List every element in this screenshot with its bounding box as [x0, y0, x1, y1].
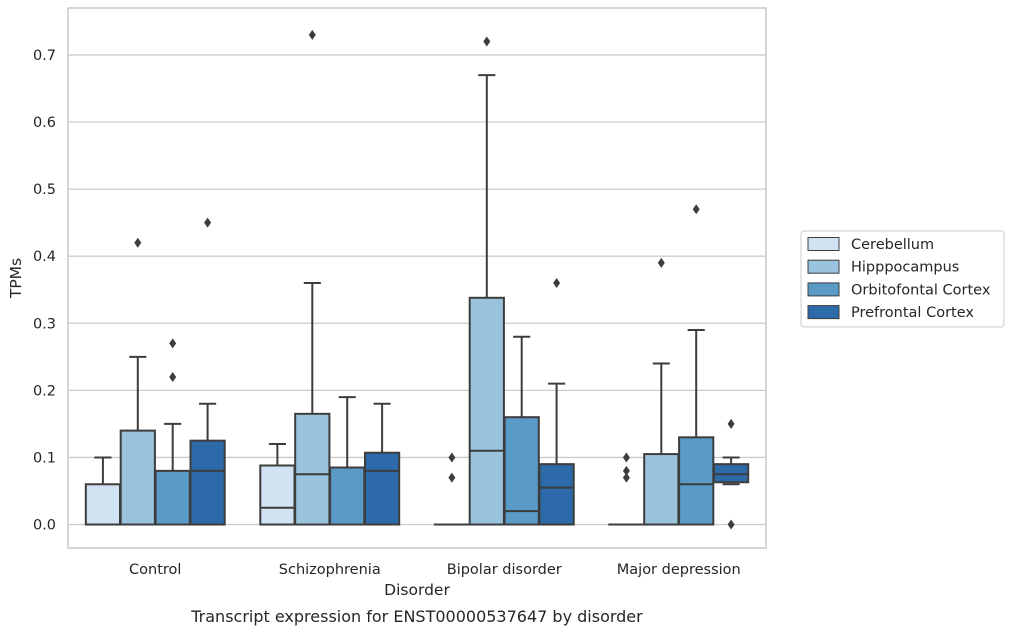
outlier-marker — [483, 36, 491, 47]
legend-swatch — [807, 237, 840, 251]
box — [503, 416, 540, 526]
y-tick-labels: 0.0 0.1 0.2 0.3 0.4 0.5 0.6 0.7 — [33, 48, 56, 534]
y-tick-label: 0.4 — [33, 249, 56, 265]
outlier-marker — [308, 29, 316, 40]
box — [259, 464, 296, 526]
box — [678, 436, 715, 526]
box — [119, 429, 156, 526]
plot-frame — [67, 7, 767, 549]
box — [154, 469, 191, 526]
x-tick-label: Major depression — [617, 562, 741, 578]
legend-label: Hipppocampus — [851, 260, 959, 276]
outlier-marker — [622, 472, 630, 483]
box — [363, 451, 401, 526]
box — [468, 296, 505, 526]
outlier-marker — [622, 465, 630, 476]
outlier-marker — [448, 472, 456, 483]
box — [294, 412, 331, 526]
legend-swatch — [807, 282, 840, 297]
box-group — [503, 335, 540, 526]
outlier-marker — [448, 452, 456, 463]
box — [189, 439, 226, 526]
box — [329, 466, 366, 526]
y-tick-label: 0.3 — [33, 316, 56, 332]
box-group — [643, 257, 680, 526]
box-group — [433, 452, 471, 526]
box-group — [154, 338, 191, 526]
legend-swatch — [807, 305, 840, 320]
x-tick-label: Schizophrenia — [279, 562, 381, 578]
box — [84, 483, 122, 526]
y-tick-label: 0.1 — [33, 450, 56, 466]
y-axis-title: TPMs — [7, 258, 25, 299]
box-group — [259, 443, 296, 526]
box-groups — [84, 29, 750, 530]
legend-frame — [800, 230, 1005, 328]
y-tick-label: 0.2 — [33, 383, 56, 399]
y-tick-label: 0.7 — [33, 48, 56, 64]
legend: Cerebellum Hipppocampus Orbitofontal Corte… — [800, 230, 1005, 328]
box-group — [329, 396, 366, 526]
box-group — [712, 418, 750, 530]
legend-label: Cerebellum — [851, 237, 934, 253]
box-group — [84, 456, 122, 526]
outlier-marker — [553, 278, 561, 289]
x-tick-labels: Control Schizophrenia Bipolar disorder Majo… — [129, 562, 741, 578]
outlier-marker — [204, 217, 212, 228]
outlier-marker — [657, 257, 665, 268]
box-group — [363, 402, 401, 526]
box-group — [468, 36, 505, 526]
x-tick-label: Bipolar disorder — [447, 562, 562, 578]
box-group — [189, 217, 226, 526]
box-group — [294, 29, 331, 526]
outlier-marker — [727, 519, 735, 530]
x-tick-label: Control — [129, 562, 181, 578]
figure-caption: Transcript expression for ENST0000053764… — [190, 607, 643, 626]
outlier-marker — [169, 338, 177, 349]
legend-label: Prefrontal Cortex — [851, 305, 974, 321]
legend-label: Orbitofontal Cortex — [851, 282, 991, 298]
box — [643, 453, 680, 526]
outlier-marker — [134, 237, 142, 248]
grid-lines — [68, 54, 766, 526]
y-tick-label: 0.6 — [33, 115, 56, 131]
x-axis-title: Disorder — [384, 581, 450, 599]
box-group — [678, 204, 715, 526]
y-tick-label: 0.0 — [33, 518, 56, 534]
box-group — [119, 237, 156, 526]
box-group — [538, 278, 575, 526]
legend-swatch — [807, 259, 840, 274]
outlier-marker — [692, 204, 700, 215]
outlier-marker — [727, 418, 735, 429]
outlier-marker — [622, 452, 630, 463]
box — [712, 463, 750, 484]
outlier-marker — [169, 371, 177, 382]
box-group — [608, 452, 645, 526]
y-tick-label: 0.5 — [33, 182, 56, 198]
box — [538, 463, 575, 526]
